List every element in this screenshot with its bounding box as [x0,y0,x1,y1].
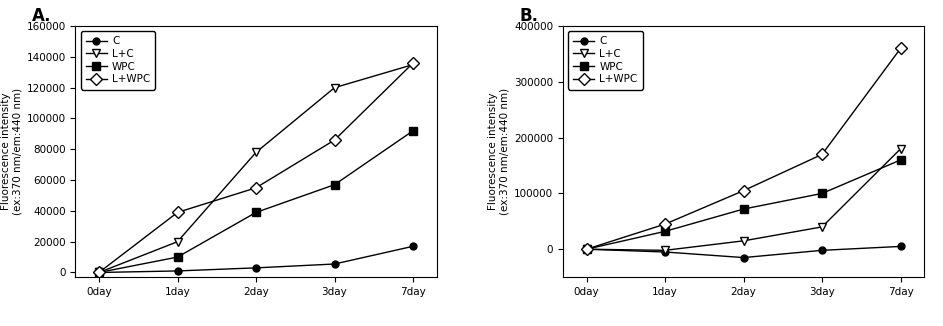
C [581,247,592,251]
WPC [659,230,670,233]
L+WPC [329,138,340,142]
L+WPC [738,189,750,193]
Line: C: C [95,243,417,276]
C [407,244,419,248]
L+WPC [93,271,105,274]
Line: L+WPC: L+WPC [95,59,417,277]
L+C [895,147,906,151]
L+C [407,63,419,67]
WPC [817,191,828,195]
L+WPC [895,46,906,50]
L+C [738,239,750,243]
C [659,250,670,254]
Legend: C, L+C, WPC, L+WPC: C, L+C, WPC, L+WPC [569,31,643,90]
L+C [659,248,670,252]
C [250,266,261,270]
Line: WPC: WPC [583,156,904,253]
C [738,256,750,259]
WPC [250,211,261,215]
Line: L+C: L+C [583,145,904,255]
C [172,269,183,273]
L+C [581,247,592,251]
C [329,262,340,266]
Legend: C, L+C, WPC, L+WPC: C, L+C, WPC, L+WPC [81,31,156,90]
Text: B.: B. [520,7,538,24]
L+C [329,86,340,90]
C [93,271,105,274]
Line: L+WPC: L+WPC [583,44,904,253]
L+WPC [581,247,592,251]
L+C [250,150,261,154]
Line: WPC: WPC [95,126,417,277]
L+C [172,240,183,244]
L+WPC [172,211,183,215]
Line: L+C: L+C [95,60,417,277]
C [817,248,828,252]
WPC [93,271,105,274]
L+C [93,271,105,274]
L+WPC [659,222,670,226]
L+WPC [817,153,828,156]
Line: C: C [583,243,904,261]
L+WPC [250,186,261,190]
L+WPC [407,61,419,65]
Text: A.: A. [32,7,52,24]
WPC [895,158,906,162]
WPC [329,183,340,187]
Y-axis label: Fluorescence intensity
(ex:370 nm/em:440 nm): Fluorescence intensity (ex:370 nm/em:440… [1,88,23,215]
WPC [738,207,750,211]
L+C [817,225,828,229]
WPC [172,255,183,259]
WPC [407,129,419,133]
Y-axis label: Fluorescence intensity
(ex:370 nm/em:440 nm): Fluorescence intensity (ex:370 nm/em:440… [488,88,510,215]
C [895,244,906,248]
WPC [581,247,592,251]
